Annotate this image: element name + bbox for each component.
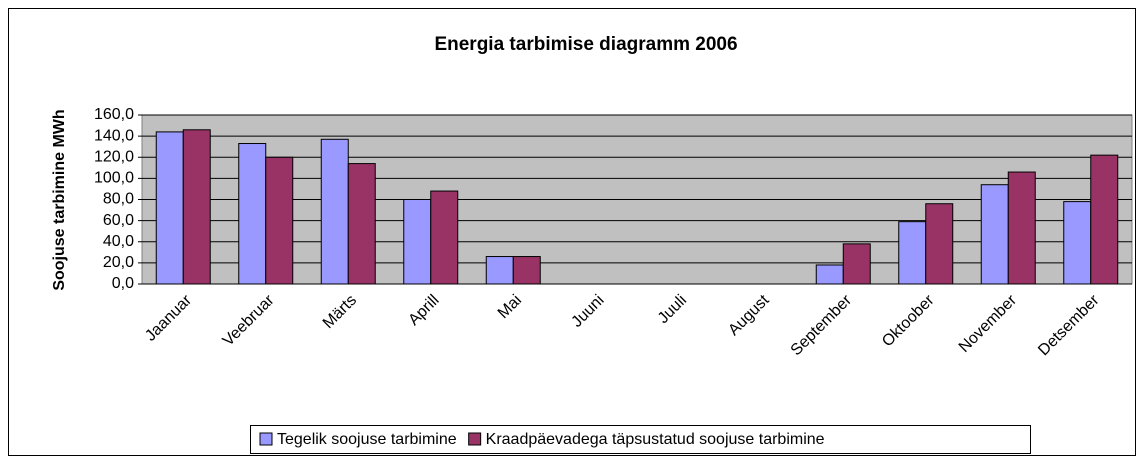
bar: [347, 163, 376, 285]
legend-swatch: [468, 432, 482, 446]
bar: [898, 221, 927, 285]
bar: [430, 190, 459, 285]
y-tick-label: 60,0: [103, 212, 134, 229]
bar: [238, 143, 267, 285]
bar: [1090, 154, 1119, 285]
bar: [320, 138, 349, 285]
bar: [1063, 201, 1092, 285]
y-tick-label: 140,0: [94, 127, 134, 144]
bar: [182, 129, 211, 285]
legend-label: Kraadpäevadega täpsustatud soojuse tarbi…: [486, 431, 825, 448]
bar: [512, 256, 541, 285]
legend-label: Tegelik soojuse tarbimine: [277, 431, 457, 448]
y-tick-label: 20,0: [103, 254, 134, 271]
legend: [250, 425, 1031, 454]
y-tick-label: 0,0: [112, 275, 134, 292]
bar: [403, 199, 432, 285]
bar: [842, 243, 871, 285]
y-tick-label: 80,0: [103, 191, 134, 208]
bar: [485, 256, 514, 285]
bar: [155, 131, 184, 285]
chart-title: Energia tarbimise diagramm 2006: [434, 34, 737, 55]
y-tick-label: 40,0: [103, 233, 134, 250]
y-tick-label: 100,0: [94, 170, 134, 187]
bar: [980, 184, 1009, 285]
y-axis-label: Soojuse tarbimine MWh: [51, 109, 68, 290]
y-tick-label: 120,0: [94, 148, 134, 165]
y-tick-label: 160,0: [94, 106, 134, 123]
bar: [265, 156, 294, 285]
bar: [1007, 171, 1036, 285]
legend-swatch: [259, 432, 273, 446]
bar: [925, 203, 954, 285]
bar: [815, 264, 844, 285]
